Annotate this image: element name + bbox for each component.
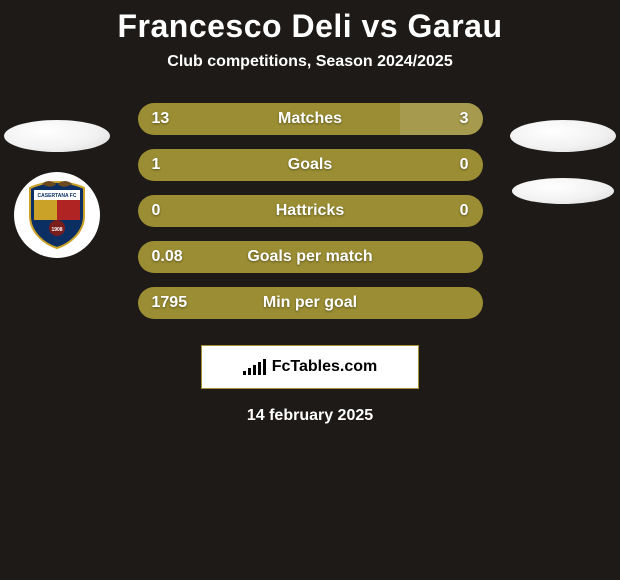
page-title: Francesco Deli vs Garau bbox=[0, 8, 620, 45]
stat-row: 1795 Min per goal bbox=[138, 287, 483, 319]
svg-text:1908: 1908 bbox=[51, 227, 62, 233]
stat-row: 0.08 Goals per match bbox=[138, 241, 483, 273]
stat-value-right: 3 bbox=[429, 110, 469, 128]
brand-box[interactable]: FcTables.com bbox=[201, 345, 419, 389]
svg-text:CASERTANA FC: CASERTANA FC bbox=[38, 193, 77, 199]
stat-row-content: 0 Hattricks 0 bbox=[138, 195, 483, 227]
stat-row-content: 1795 Min per goal bbox=[138, 287, 483, 319]
stat-label: Min per goal bbox=[263, 294, 357, 312]
right-player-column bbox=[508, 120, 618, 204]
page-subtitle: Club competitions, Season 2024/2025 bbox=[0, 53, 620, 71]
comparison-card: Francesco Deli vs Garau Club competition… bbox=[0, 0, 620, 425]
bars-icon bbox=[243, 359, 266, 375]
club-crest-icon: 1908 CASERTANA FC bbox=[20, 178, 94, 252]
stat-row-content: 13 Matches 3 bbox=[138, 103, 483, 135]
stat-label: Matches bbox=[278, 110, 342, 128]
brand-label: FcTables.com bbox=[272, 358, 378, 376]
stat-row: 0 Hattricks 0 bbox=[138, 195, 483, 227]
stat-value-left: 0.08 bbox=[152, 248, 192, 266]
right-player-secondary-ellipse bbox=[512, 178, 614, 204]
stat-label: Goals bbox=[288, 156, 332, 174]
left-player-photo bbox=[4, 120, 110, 152]
date-label: 14 february 2025 bbox=[0, 407, 620, 425]
stat-row-content: 0.08 Goals per match bbox=[138, 241, 483, 273]
left-player-column: 1908 CASERTANA FC bbox=[2, 120, 112, 258]
stat-label: Goals per match bbox=[247, 248, 372, 266]
stat-value-left: 1795 bbox=[152, 294, 192, 312]
stat-label: Hattricks bbox=[276, 202, 344, 220]
stat-value-right: 0 bbox=[429, 156, 469, 174]
stat-row: 1 Goals 0 bbox=[138, 149, 483, 181]
stat-row: 13 Matches 3 bbox=[138, 103, 483, 135]
right-player-photo bbox=[510, 120, 616, 152]
stat-value-left: 1 bbox=[152, 156, 192, 174]
left-club-logo: 1908 CASERTANA FC bbox=[14, 172, 100, 258]
stat-value-left: 0 bbox=[152, 202, 192, 220]
stat-value-left: 13 bbox=[152, 110, 192, 128]
stat-value-right: 0 bbox=[428, 202, 468, 220]
stat-row-content: 1 Goals 0 bbox=[138, 149, 483, 181]
